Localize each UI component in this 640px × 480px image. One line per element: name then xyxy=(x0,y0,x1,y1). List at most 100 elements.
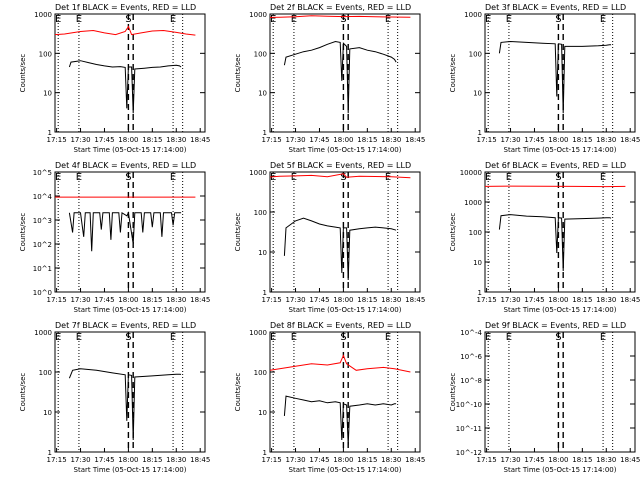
x-tick-label: 18:30 xyxy=(596,456,616,464)
y-tick-label: 10^2 xyxy=(33,241,52,249)
panel-title: Det 7f BLACK = Events, RED = LLD xyxy=(55,321,196,330)
x-tick-label: 18:15 xyxy=(142,296,162,304)
marker-label: S xyxy=(340,14,346,25)
y-tick-label: 100 xyxy=(469,229,482,237)
marker-label: E xyxy=(485,14,491,25)
marker-label: E xyxy=(385,172,391,183)
x-tick-label: 17:45 xyxy=(309,296,329,304)
marker-label: E xyxy=(76,332,82,343)
marker-label: S xyxy=(125,14,131,25)
x-tick-label: 17:45 xyxy=(94,456,114,464)
marker-label: E xyxy=(270,14,276,25)
marker-label: E xyxy=(170,172,176,183)
y-tick-label: 10 xyxy=(258,90,267,98)
panel-9: Det 9f BLACK = Events, RED = LLD 10^-12 10… xyxy=(449,321,640,474)
marker-label: E xyxy=(600,14,606,25)
y-tick-label: 100 xyxy=(39,369,52,377)
y-tick-label: 100 xyxy=(469,50,482,58)
marker-label: S xyxy=(340,172,346,183)
marker-label: S xyxy=(125,172,131,183)
y-tick-label: 1 xyxy=(263,129,267,137)
panel-3: Det 3f BLACK = Events, RED = LLD 1 10 100 10… xyxy=(449,3,640,154)
x-tick-label: 18:30 xyxy=(166,136,186,144)
x-tick-label: 17:30 xyxy=(70,296,90,304)
panel-title: Det 5f BLACK = Events, RED = LLD xyxy=(270,161,411,170)
x-tick-label: 18:15 xyxy=(357,136,377,144)
marker-label: E xyxy=(55,172,61,183)
x-tick-label: 18:30 xyxy=(381,456,401,464)
y-axis-label: Counts/sec xyxy=(234,54,242,93)
plot-frame xyxy=(269,171,421,293)
y-tick-label: 10000 xyxy=(460,169,482,177)
panel-8: Det 8f BLACK = Events, RED = LLD 1 10 100 10… xyxy=(234,321,425,474)
marker-label: E xyxy=(485,172,491,183)
marker-label: E xyxy=(291,172,297,183)
panel-2: Det 2f BLACK = Events, RED = LLD 1 10 100 10… xyxy=(234,3,425,154)
plot-frame xyxy=(269,13,421,133)
y-tick-label: 1000 xyxy=(464,199,482,207)
panel-7: Det 7f BLACK = Events, RED = LLD 1 10 100 10… xyxy=(19,321,210,474)
x-tick-label: 18:45 xyxy=(620,296,640,304)
y-axis-label: Counts/sec xyxy=(19,213,27,252)
marker-label: E xyxy=(55,332,61,343)
y-axis-label: Counts/sec xyxy=(19,54,27,93)
y-tick-label: 1 xyxy=(263,449,267,457)
x-tick-label: 18:30 xyxy=(381,296,401,304)
marker-label: E xyxy=(76,172,82,183)
y-tick-label: 10 xyxy=(473,90,482,98)
plot-frame xyxy=(54,171,206,293)
y-tick-label: 100 xyxy=(39,50,52,58)
y-tick-label: 1 xyxy=(263,289,267,297)
x-tick-label: 17:45 xyxy=(524,296,544,304)
x-tick-label: 17:15 xyxy=(47,296,67,304)
x-tick-label: 17:30 xyxy=(285,296,305,304)
x-tick-label: 18:30 xyxy=(381,136,401,144)
x-tick-label: 17:15 xyxy=(47,136,67,144)
x-tick-label: 17:30 xyxy=(285,456,305,464)
y-tick-label: 1 xyxy=(48,449,52,457)
plot-frame xyxy=(269,331,421,453)
y-tick-label: 10 xyxy=(473,259,482,267)
plot-frame xyxy=(484,13,636,133)
y-axis-label: Counts/sec xyxy=(449,54,457,93)
series-events xyxy=(283,40,397,114)
marker-label: S xyxy=(340,332,346,343)
x-tick-label: 17:15 xyxy=(262,296,282,304)
y-tick-label: 1 xyxy=(478,129,482,137)
y-tick-label: 10^-4 xyxy=(460,329,482,337)
x-tick-label: 18:30 xyxy=(166,456,186,464)
marker-label: E xyxy=(170,332,176,343)
marker-label: E xyxy=(270,332,276,343)
series-lld xyxy=(269,173,411,179)
y-axis-label: Counts/sec xyxy=(449,373,457,412)
y-tick-label: 1000 xyxy=(34,329,52,337)
x-axis-label: Start Time (05-Oct-15 17:14:00) xyxy=(289,306,402,314)
series-events xyxy=(68,368,182,441)
marker-label: S xyxy=(555,14,561,25)
x-tick-label: 18:15 xyxy=(357,296,377,304)
marker-label: E xyxy=(506,14,512,25)
series-events xyxy=(68,60,182,114)
marker-label: S xyxy=(125,332,131,343)
x-tick-label: 17:30 xyxy=(70,136,90,144)
x-tick-label: 18:00 xyxy=(333,136,353,144)
y-tick-label: 10^-8 xyxy=(460,377,482,385)
panel-title: Det 6f BLACK = Events, RED = LLD xyxy=(485,161,626,170)
marker-label: S xyxy=(555,332,561,343)
y-tick-label: 10^4 xyxy=(33,193,53,201)
x-tick-label: 18:30 xyxy=(166,296,186,304)
marker-label: E xyxy=(600,332,606,343)
y-axis-label: Counts/sec xyxy=(19,373,27,412)
x-tick-label: 18:15 xyxy=(357,456,377,464)
y-tick-label: 10 xyxy=(258,409,267,417)
panel-4: Det 4f BLACK = Events, RED = LLD 10^0 10^1… xyxy=(19,161,210,314)
plot-frame xyxy=(54,331,206,453)
x-tick-label: 18:15 xyxy=(572,456,592,464)
x-tick-label: 18:45 xyxy=(405,456,425,464)
x-tick-label: 18:15 xyxy=(142,456,162,464)
y-tick-label: 10 xyxy=(258,249,267,257)
panel-title: Det 8f BLACK = Events, RED = LLD xyxy=(270,321,411,330)
y-tick-label: 10^5 xyxy=(33,169,52,177)
marker-label: E xyxy=(291,14,297,25)
